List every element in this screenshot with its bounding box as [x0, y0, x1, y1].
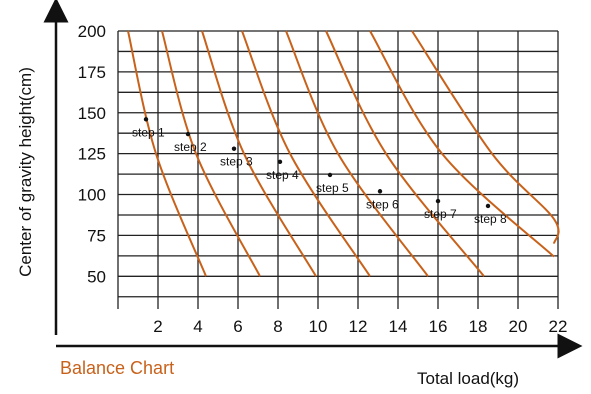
series-curve-7 [369, 30, 555, 258]
series-curve-1 [127, 30, 207, 277]
chart-curves [127, 30, 560, 277]
series-curve-2 [161, 30, 261, 277]
chart-caption: Balance Chart [60, 358, 174, 378]
chart-grid [117, 30, 559, 309]
step-label-8: step 8 [474, 212, 507, 226]
step-marker-4 [277, 159, 283, 165]
step-label-4: step 4 [266, 168, 299, 182]
step-label-2: step 2 [174, 140, 207, 154]
series-curve-3 [201, 30, 317, 277]
series-curve-4 [241, 30, 371, 277]
y-tick-label: 150 [78, 104, 106, 123]
y-axis-label: Center of gravity height(cm) [16, 67, 35, 277]
step-markers: step 1 step 2 step 3 step 4 step 5 step 6 step… [132, 117, 507, 226]
tick-labels: 2 4 6 8 10 12 14 16 18 20 22 50 75 100 125 150 175 200 [78, 22, 568, 336]
x-tick-label: 12 [349, 317, 368, 336]
x-tick-label: 22 [549, 317, 568, 336]
y-tick-label: 75 [87, 226, 106, 245]
y-tick-label: 125 [78, 145, 106, 164]
series-curve-8 [411, 30, 560, 244]
x-axis-label: Total load(kg) [417, 369, 519, 388]
step-label-5: step 5 [316, 181, 349, 195]
series-curve-6 [325, 30, 485, 277]
step-label-1: step 1 [132, 125, 165, 139]
x-tick-label: 6 [233, 317, 242, 336]
step-marker-2 [185, 131, 191, 137]
series-curve-5 [285, 30, 429, 277]
step-label-7: step 7 [424, 207, 457, 221]
x-tick-label: 16 [429, 317, 448, 336]
x-tick-label: 10 [309, 317, 328, 336]
x-tick-label: 8 [273, 317, 282, 336]
step-label-6: step 6 [366, 197, 399, 211]
step-marker-6 [377, 189, 383, 194]
step-marker-5 [327, 172, 333, 178]
x-tick-label: 4 [193, 317, 202, 336]
step-marker-8 [485, 203, 491, 209]
step-marker-3 [231, 146, 237, 151]
y-tick-label: 200 [78, 22, 106, 41]
step-label-3: step 3 [220, 155, 253, 169]
x-tick-label: 14 [389, 317, 408, 336]
x-tick-label: 2 [153, 317, 162, 336]
step-marker-1 [143, 117, 149, 122]
y-tick-label: 50 [87, 267, 106, 286]
y-tick-label: 175 [78, 63, 106, 82]
x-tick-label: 20 [509, 317, 528, 336]
step-marker-7 [435, 198, 441, 204]
y-tick-label: 100 [78, 186, 106, 205]
x-tick-label: 18 [469, 317, 488, 336]
